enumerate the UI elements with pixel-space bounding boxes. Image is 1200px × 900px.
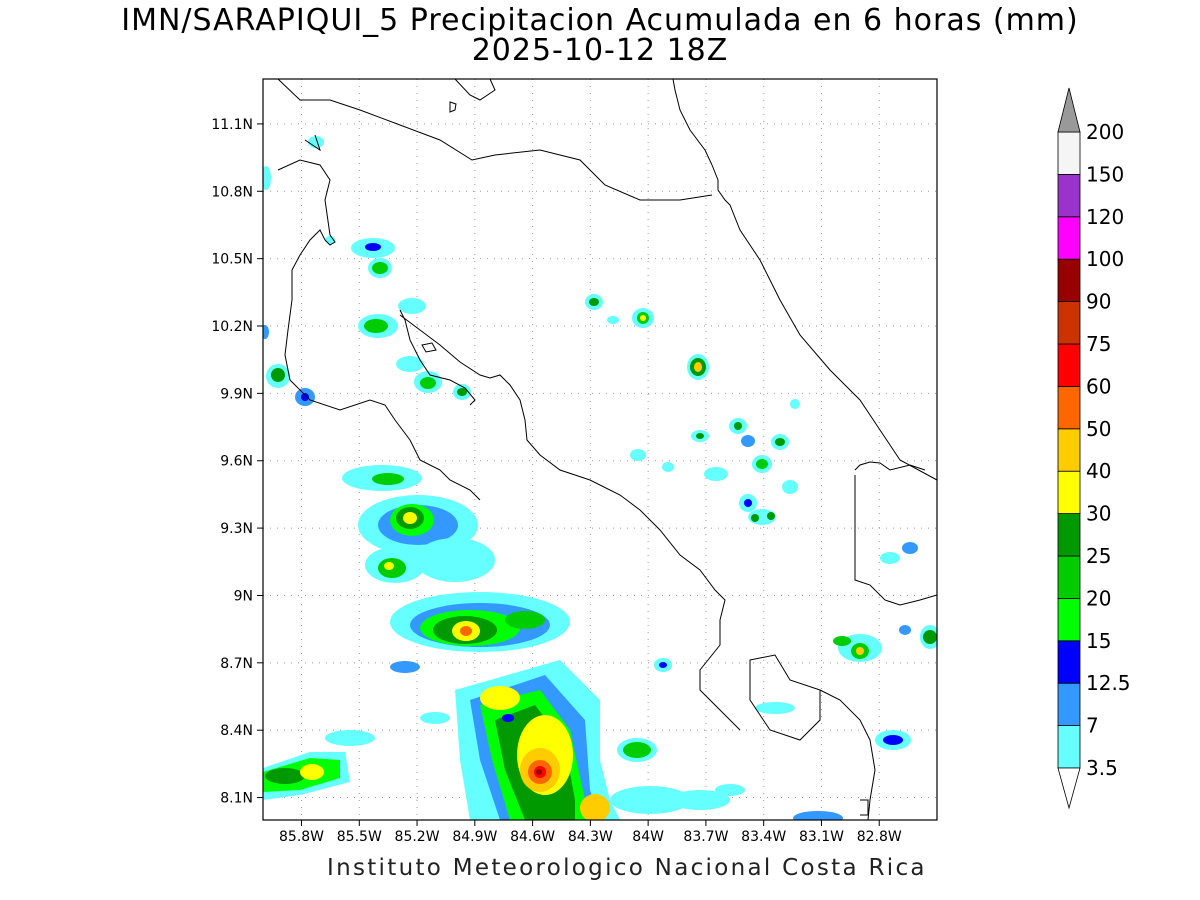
colorbar-level-label: 25 — [1086, 544, 1111, 568]
colorbar: 3.5 7 12.5 15 20 25 30 40 50 60 75 90 100 120 150 200 — [1057, 87, 1131, 810]
colorbar-level-label: 30 — [1086, 502, 1111, 526]
coastline — [277, 79, 937, 820]
lon-tick-label: 84.6W — [510, 829, 555, 845]
colorbar-level-label: 50 — [1086, 417, 1111, 441]
lon-tick-label: 85.2W — [395, 829, 440, 845]
colorbar-swatch — [1057, 682, 1081, 727]
colorbar-swatch — [1057, 131, 1081, 175]
colorbar-min-triangle — [1057, 767, 1081, 810]
lat-tick-label: 9.6N — [220, 454, 253, 470]
map-title: IMN/SARAPIQUI_5 Precipitacion Acumulada … — [121, 3, 1079, 38]
colorbar-max-triangle — [1057, 87, 1081, 133]
colorbar-swatch — [1057, 725, 1081, 769]
colorbar-swatch — [1057, 258, 1081, 303]
colorbar-level-label: 3.5 — [1086, 756, 1118, 780]
lat-tick-label: 8.1N — [220, 791, 253, 807]
lat-tick-label: 10.5N — [211, 252, 253, 268]
lon-tick-label: 83.7W — [683, 829, 728, 845]
lon-tick-label: 85.8W — [279, 829, 324, 845]
lat-tick-label: 9.9N — [220, 386, 253, 402]
colorbar-swatch — [1057, 513, 1081, 557]
colorbar-swatch — [1057, 470, 1081, 515]
colorbar-swatch — [1057, 301, 1081, 345]
colorbar-level-label: 20 — [1086, 586, 1111, 610]
colorbar-level-label: 90 — [1086, 290, 1111, 314]
map-frame — [262, 78, 938, 821]
lat-tick-label: 8.7N — [220, 656, 253, 672]
colorbar-level-label: 150 — [1086, 162, 1124, 186]
colorbar-swatch — [1057, 173, 1081, 218]
colorbar-level-label: 60 — [1086, 374, 1111, 398]
colorbar-level-label: 120 — [1086, 205, 1124, 229]
lon-tick-label: 85.5W — [337, 829, 382, 845]
colorbar-swatch — [1057, 428, 1081, 472]
colorbar-swatch — [1057, 216, 1081, 260]
colorbar-level-label: 100 — [1086, 247, 1124, 271]
lat-tick-label: 9.3N — [220, 521, 253, 537]
map-valid-time: 2025-10-12 18Z — [471, 33, 729, 68]
lon-tick-label: 84W — [632, 829, 664, 845]
colorbar-level-label: 12.5 — [1086, 671, 1131, 695]
lon-tick-label: 83.4W — [741, 829, 786, 845]
colorbar-swatch — [1057, 598, 1081, 642]
colorbar-level-label: 200 — [1086, 120, 1124, 144]
colorbar-level-label: 75 — [1086, 332, 1111, 356]
colorbar-level-label: 40 — [1086, 459, 1111, 483]
lon-tick-label: 83.1W — [799, 829, 844, 845]
footer-credit: Instituto Meteorologico Nacional Costa R… — [327, 855, 927, 881]
lon-tick-label: 82.8W — [857, 829, 902, 845]
lat-tick-label: 9N — [234, 588, 253, 604]
colorbar-swatch — [1057, 343, 1081, 387]
lat-tick-label: 8.4N — [220, 723, 253, 739]
lon-tick-label: 84.3W — [568, 829, 613, 845]
latitude-axis: 11.1N 10.8N 10.5N 10.2N 9.9N 9.6N 9.3N 9N 8.7N 8.… — [211, 117, 263, 807]
precipitation-field — [263, 136, 937, 820]
colorbar-level-label: 15 — [1086, 629, 1111, 653]
lat-tick-label: 10.2N — [211, 319, 253, 335]
colorbar-swatch — [1057, 555, 1081, 599]
longitude-axis: 85.8W 85.5W 85.2W 84.9W 84.6W 84.3W 84W 83.7W 83… — [279, 820, 902, 845]
lat-tick-label: 11.1N — [211, 117, 253, 133]
colorbar-level-label: 7 — [1086, 714, 1099, 738]
colorbar-swatch — [1057, 385, 1081, 430]
lon-tick-label: 84.9W — [452, 829, 497, 845]
colorbar-swatch — [1057, 640, 1081, 684]
lat-tick-label: 10.8N — [211, 184, 253, 200]
